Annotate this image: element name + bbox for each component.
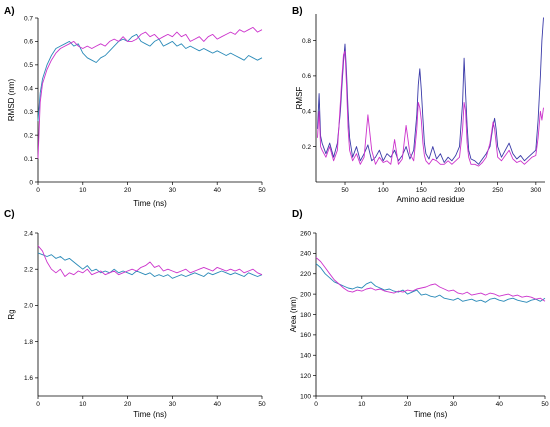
panel-3-y-tick-label: 100 (300, 393, 311, 400)
panel-1-x-tick-label: 100 (378, 187, 389, 194)
panel-1-x-axis-title: Amino acid residue (396, 195, 465, 204)
panel-2-x-tick-label: 40 (214, 401, 222, 408)
panel-0-series-0-line (37, 33, 263, 122)
panel-2-x-tick-label: 50 (258, 401, 266, 408)
panel-1-x-tick-label: 250 (492, 187, 503, 194)
panel-0-x-tick-label: 50 (258, 187, 266, 194)
panel-0-y-tick-label: 0.5 (24, 62, 33, 69)
panel-3-x-tick-label: 0 (314, 401, 318, 408)
panel-1-y-axis-title: RMSF (295, 87, 304, 110)
panel-0-x-tick-label: 10 (79, 187, 87, 194)
panel-0-label: A) (4, 6, 15, 17)
panel-0-y-tick-label: 0.6 (24, 39, 33, 46)
panel-2-y-axis-title: Rg (7, 309, 16, 319)
panel-3-y-tick-label: 240 (300, 251, 311, 258)
panel-3-y-tick-label: 160 (300, 332, 311, 339)
panel-0-y-axis-title: RMSD (nm) (7, 79, 16, 122)
panel-1-y-tick-label: 0.4 (302, 109, 311, 116)
panel-2-label: C) (4, 209, 15, 220)
panel-1-y-tick-label: 0.6 (302, 73, 311, 80)
panel-1-x-tick-label: 200 (454, 187, 465, 194)
panel-0-y-tick-label: 0 (29, 179, 33, 186)
panel-2-series-1-line (37, 245, 263, 277)
panel-0-x-tick-label: 30 (169, 187, 177, 194)
panel-0-y-tick-label: 0.2 (24, 132, 33, 139)
panel-2-y-tick-label: 2.4 (24, 230, 33, 237)
panel-0-x-tick-label: 0 (36, 187, 40, 194)
panel-3-series-1-line (315, 257, 546, 302)
panel-1-y-tick-label: 0.8 (302, 38, 311, 45)
panel-3-y-tick-label: 120 (300, 373, 311, 380)
panel-3-x-tick-label: 40 (496, 401, 504, 408)
panel-3-x-tick-label: 30 (450, 401, 458, 408)
panel-3-y-tick-label: 140 (300, 353, 311, 360)
panel-3-x-axis-title: Time (ns) (414, 410, 448, 419)
panel-0-x-axis-title: Time (ns) (133, 199, 167, 208)
panel-2-x-tick-label: 30 (169, 401, 177, 408)
panel-3-y-axis-title: Area (nm) (289, 296, 298, 332)
panel-0-x-tick-label: 20 (124, 187, 132, 194)
panel-1-y-tick-label: 0.2 (302, 144, 311, 151)
panel-2-x-tick-label: 0 (36, 401, 40, 408)
panel-0-x-tick-label: 40 (214, 187, 222, 194)
panel-3-label: D) (292, 209, 303, 220)
panel-2-y-tick-label: 2.0 (24, 303, 33, 310)
panel-1-x-tick-label: 300 (530, 187, 541, 194)
panel-3-y-tick-label: 260 (300, 230, 311, 237)
panel-3-x-tick-label: 50 (541, 401, 549, 408)
panel-2-y-tick-label: 1.6 (24, 375, 33, 382)
panel-1-x-tick-label: 50 (341, 187, 349, 194)
panel-2-x-tick-label: 10 (79, 401, 87, 408)
panel-1-label: B) (292, 6, 303, 17)
panel-0-y-tick-label: 0.3 (24, 109, 33, 116)
panel-2-series-0-line (37, 252, 263, 279)
panel-1-x-tick-label: 150 (416, 187, 427, 194)
panel-2-x-axis-title: Time (ns) (133, 410, 167, 419)
panel-0-y-tick-label: 0.7 (24, 15, 33, 22)
panel-0-y-tick-label: 0.1 (24, 156, 33, 163)
panel-3-series-0-line (315, 263, 546, 303)
panel-2-x-tick-label: 20 (124, 401, 132, 408)
panel-3-y-tick-label: 220 (300, 271, 311, 278)
panel-2-y-tick-label: 2.2 (24, 267, 33, 274)
panel-3-y-tick-label: 180 (300, 312, 311, 319)
panel-3-x-tick-label: 20 (404, 401, 412, 408)
panel-1-series-1-line (317, 50, 544, 167)
panel-3-y-tick-label: 200 (300, 291, 311, 298)
panel-0-y-tick-label: 0.4 (24, 86, 33, 93)
panel-0-series-1-line (37, 26, 263, 159)
panel-2-y-tick-label: 1.8 (24, 339, 33, 346)
panel-1-series-0-line (317, 17, 544, 165)
panel-3-x-tick-label: 10 (358, 401, 366, 408)
